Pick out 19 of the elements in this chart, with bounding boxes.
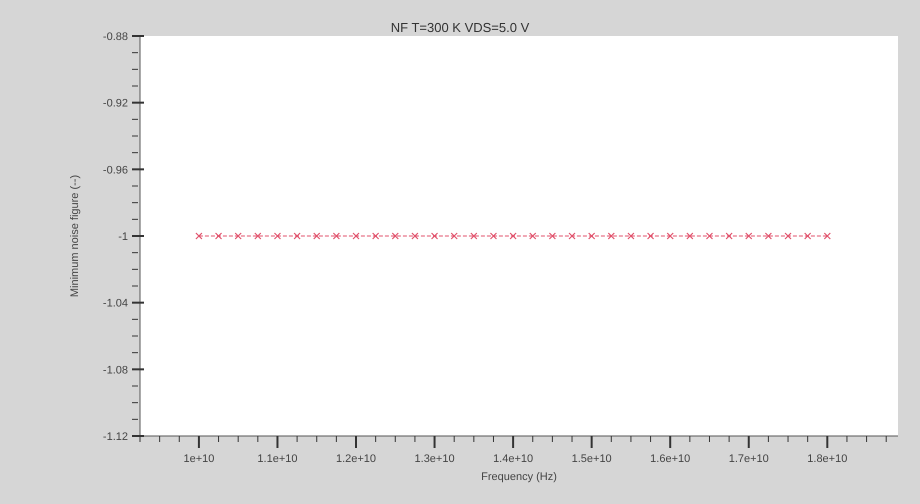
x-tick-label: 1.6e+10: [650, 453, 690, 465]
y-tick-label: -0.88: [102, 31, 128, 43]
y-tick-label: -0.96: [102, 164, 128, 176]
x-tick-label: 1.4e+10: [493, 453, 534, 465]
x-tick-label: 1.8e+10: [807, 453, 848, 465]
x-axis-title: Frequency (Hz): [481, 471, 557, 483]
y-tick-label: -0.92: [102, 98, 128, 110]
x-tick-label: 1.7e+10: [728, 453, 769, 465]
x-tick-label: 1.2e+10: [336, 453, 376, 465]
x-tick-label: 1.3e+10: [414, 453, 455, 465]
x-tick-label: 1e+10: [183, 453, 214, 465]
x-tick-label: 1.5e+10: [572, 453, 612, 465]
chart-title: NF T=300 K VDS=5.0 V: [390, 20, 530, 35]
y-tick-label: -1.04: [102, 298, 128, 310]
y-axis-title: Minimum noise figure (--): [68, 174, 81, 298]
y-tick-label: -1.12: [102, 431, 128, 443]
x-tick-label: 1.1e+10: [257, 453, 298, 465]
y-tick-label: -1.08: [102, 364, 128, 376]
y-tick-label: -1: [118, 231, 128, 243]
